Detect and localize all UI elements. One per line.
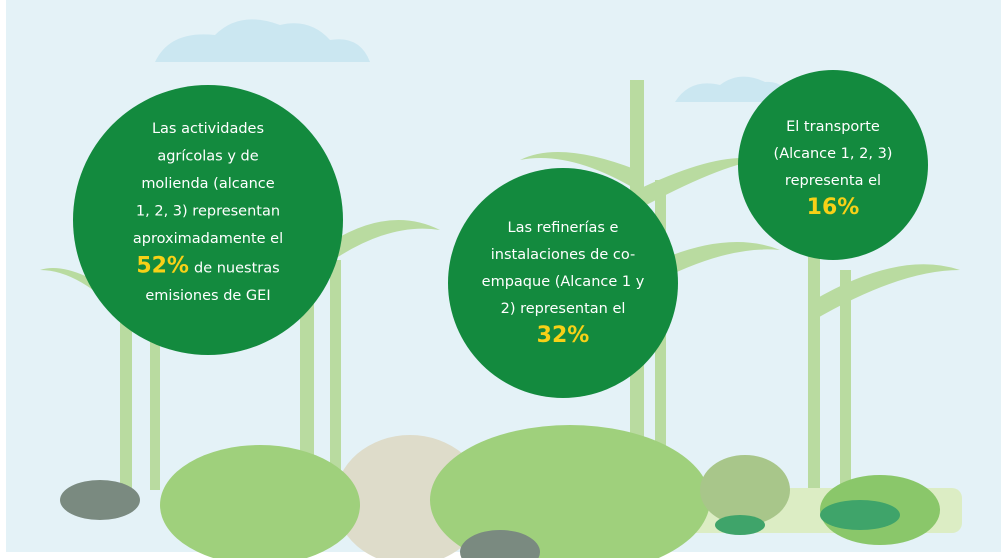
circle <box>73 85 343 355</box>
circle-text-line: representa el <box>785 173 881 189</box>
circle <box>738 70 928 260</box>
circle-text-line: (Alcance 1, 2, 3) <box>774 146 893 162</box>
circle-text-line: 1, 2, 3) representan <box>136 204 280 220</box>
highlight-percent: 52% <box>136 254 189 279</box>
circle-text-line: emisiones de GEI <box>145 288 270 304</box>
clouds <box>155 19 792 102</box>
circle-text-line: agrícolas y de <box>157 149 258 165</box>
circle <box>448 168 678 398</box>
circles <box>73 70 928 398</box>
highlight-line: 16% <box>807 195 860 220</box>
highlight-percent: 32% <box>537 323 590 348</box>
highlight-line: 32% <box>537 323 590 348</box>
circle-text-line: El transporte <box>786 119 880 135</box>
circle-text-line: instalaciones de co- <box>491 247 635 263</box>
circle-text-line: 2) representan el <box>501 301 626 317</box>
circle-text-line: Las refinerías e <box>508 220 619 236</box>
highlight-line: 52% de nuestras <box>136 254 279 279</box>
circle-text-line: molienda (alcance <box>141 176 274 192</box>
circle-text-line: aproximadamente el <box>133 231 283 247</box>
highlight-percent: 16% <box>807 195 860 220</box>
circle-text-line: Las actividades <box>152 121 264 137</box>
ground <box>60 425 962 558</box>
circle-text-line: de nuestras <box>194 261 280 277</box>
circle-texts: Las actividades agrícolas y de molienda (a… <box>133 119 893 348</box>
circle-text-line: empaque (Alcance 1 y <box>482 274 645 290</box>
